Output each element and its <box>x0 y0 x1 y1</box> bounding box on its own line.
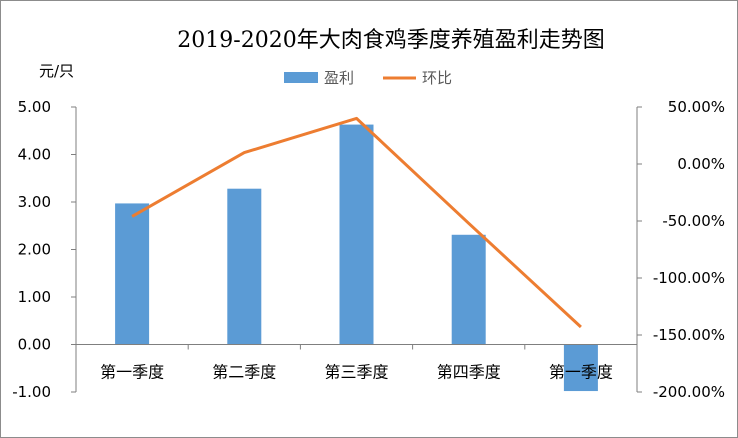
left-tick-label: 2.00 <box>18 241 51 259</box>
category-label: 第三季度 <box>324 363 388 382</box>
left-axis-ticks: 5.00 4.00 3.00 2.00 1.00 0.00 -1.00 <box>12 98 76 401</box>
left-tick-label: 4.00 <box>18 146 51 164</box>
category-label: 第二季度 <box>212 363 276 382</box>
profit-bar <box>563 344 598 392</box>
category-label: 第一季度 <box>100 363 164 382</box>
category-labels: 第一季度 第二季度 第三季度 第四季度 第一季度 <box>100 363 613 382</box>
left-tick-label: 0.00 <box>18 336 51 354</box>
right-axis-ticks: 50.00% 0.00% -50.00% -100.00% -150.00% -200.0… <box>637 98 725 401</box>
chart-title: 2019-2020年大肉食鸡季度养殖盈利走势图 <box>177 28 604 53</box>
right-tick-label: -100.00% <box>653 269 725 287</box>
profit-bar <box>339 124 374 345</box>
left-tick-label: 3.00 <box>18 193 51 211</box>
category-label: 第一季度 <box>549 363 613 382</box>
category-label: 第四季度 <box>437 363 501 382</box>
legend: 盈利 环比 <box>284 69 452 87</box>
left-axis-unit: 元/只 <box>39 62 74 80</box>
right-tick-label: 50.00% <box>668 98 725 116</box>
axes <box>75 107 638 392</box>
profit-bars <box>115 124 598 392</box>
mom-line-layer <box>131 116 582 329</box>
right-tick-label: 0.00% <box>677 155 725 173</box>
left-tick-label: -1.00 <box>12 383 51 401</box>
mom-series-line <box>131 116 582 329</box>
right-tick-label: -50.00% <box>662 212 725 230</box>
profit-bar <box>227 188 262 345</box>
legend-label-profit: 盈利 <box>324 69 354 87</box>
left-tick-label: 1.00 <box>18 288 51 306</box>
right-tick-label: -150.00% <box>653 326 725 344</box>
profit-bar <box>115 203 150 345</box>
profit-bar <box>451 234 486 345</box>
left-tick-label: 5.00 <box>18 98 51 116</box>
legend-label-mom: 环比 <box>422 69 452 87</box>
legend-swatch-profit <box>284 72 318 83</box>
right-tick-label: -200.00% <box>653 383 725 401</box>
